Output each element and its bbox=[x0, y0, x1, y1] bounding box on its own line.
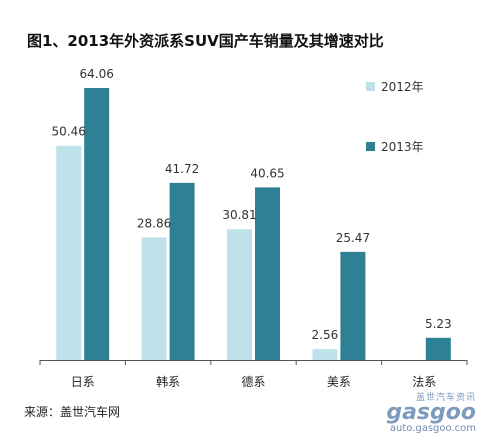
legend-item-2012: 2012年 bbox=[366, 78, 476, 95]
watermark-logo: gasgoo bbox=[386, 400, 476, 425]
bar-2013-2 bbox=[255, 187, 280, 360]
value-label-2013-3: 25.47 bbox=[336, 231, 370, 245]
bar-2012-3 bbox=[312, 349, 338, 360]
x-axis: 日系 韩系 德系 美系 法系 bbox=[39, 360, 468, 389]
bars-group bbox=[56, 88, 451, 360]
bar-2013-3 bbox=[340, 251, 366, 360]
legend-swatch-2012 bbox=[366, 82, 375, 91]
bar-2013-4 bbox=[425, 337, 451, 360]
category-label-3: 美系 bbox=[327, 375, 351, 389]
watermark-url: auto.gasgoo.com bbox=[389, 423, 476, 434]
legend-label-2012: 2012年 bbox=[381, 80, 424, 94]
legend-label-2013: 2013年 bbox=[381, 140, 424, 154]
category-label-2: 德系 bbox=[241, 374, 265, 389]
legend-swatch-2013 bbox=[366, 142, 375, 151]
legend-item-2013: 2013年 bbox=[366, 138, 476, 155]
bar-2012-0 bbox=[56, 145, 82, 360]
watermark: 盖世汽车资讯 gasgoo auto.gasgoo.com bbox=[386, 390, 476, 434]
watermark-cn: 盖世汽车资讯 bbox=[415, 393, 476, 403]
value-label-2013-0: 64.06 bbox=[80, 67, 114, 81]
value-label-2012-3: 2.56 bbox=[312, 328, 339, 342]
value-label-2013-2: 40.65 bbox=[250, 166, 284, 180]
value-label-2013-1: 41.72 bbox=[165, 162, 199, 176]
value-label-2012-1: 28.86 bbox=[137, 216, 171, 230]
value-label-2012-2: 30.81 bbox=[222, 208, 256, 222]
value-label-2013-4: 5.23 bbox=[425, 317, 452, 331]
bar-2012-2 bbox=[227, 229, 252, 360]
value-labels-group: 50.46 64.06 28.86 41.72 30.81 40.65 2.56 25.47 5… bbox=[52, 67, 452, 342]
bar-2013-1 bbox=[169, 182, 195, 360]
category-label-4: 法系 bbox=[412, 375, 436, 389]
chart-title: 图1、2013年外资派系SUV国产车销量及其增速对比 bbox=[27, 32, 384, 50]
value-label-2012-0: 50.46 bbox=[52, 125, 86, 139]
category-label-1: 韩系 bbox=[156, 374, 180, 389]
category-label-0: 日系 bbox=[71, 375, 95, 389]
bar-2012-1 bbox=[141, 237, 167, 360]
source-note: 来源：盖世汽车网 bbox=[24, 405, 121, 419]
bar-2013-0 bbox=[84, 88, 110, 360]
